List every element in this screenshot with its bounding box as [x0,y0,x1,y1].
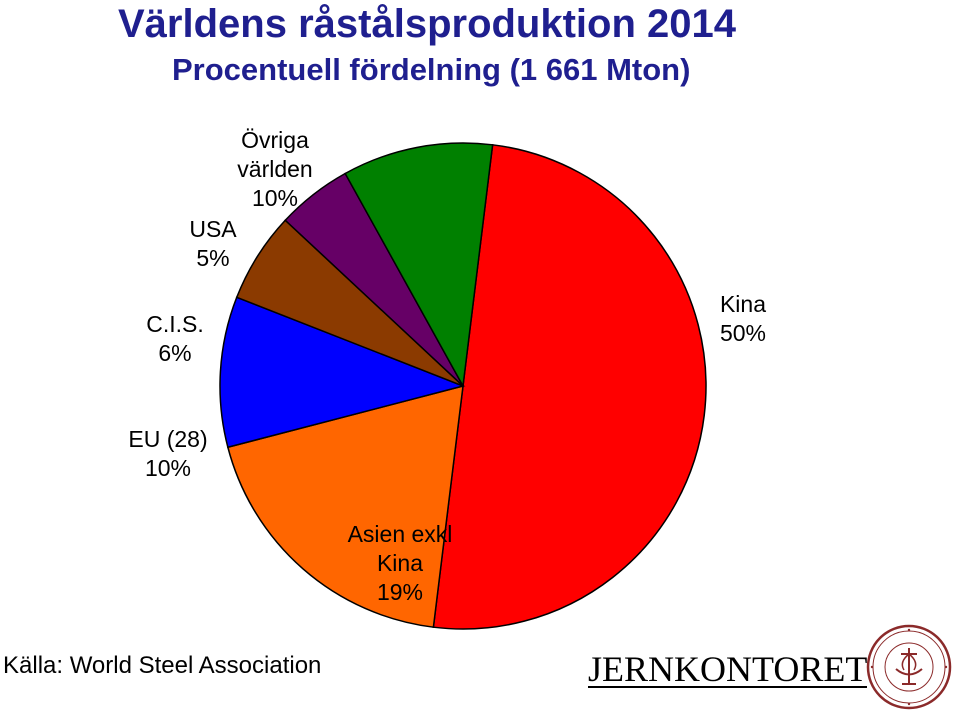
slice-label: C.I.S. 6% [146,311,204,366]
jernkontoret-logo: JERNKONTORET [588,649,868,689]
chart-title: Världens råstålsproduktion 2014 [118,2,737,46]
slice-label: Kina 50% [720,291,766,346]
pie-slice [219,296,466,449]
slice-label: EU (28) 10% [128,426,207,481]
slice-label: Övriga världen 10% [237,127,312,211]
jernkontoret-seal-icon [866,624,952,710]
pie-slice [432,143,707,630]
pie-slice [344,142,494,389]
slice-label: Asien exkl Kina 19% [348,521,453,605]
chart-subtitle: Procentuell fördelning (1 661 Mton) [172,52,691,87]
pie-slice [226,384,464,629]
source-note: Källa: World Steel Association [3,652,322,679]
slice-label: USA 5% [189,216,237,271]
